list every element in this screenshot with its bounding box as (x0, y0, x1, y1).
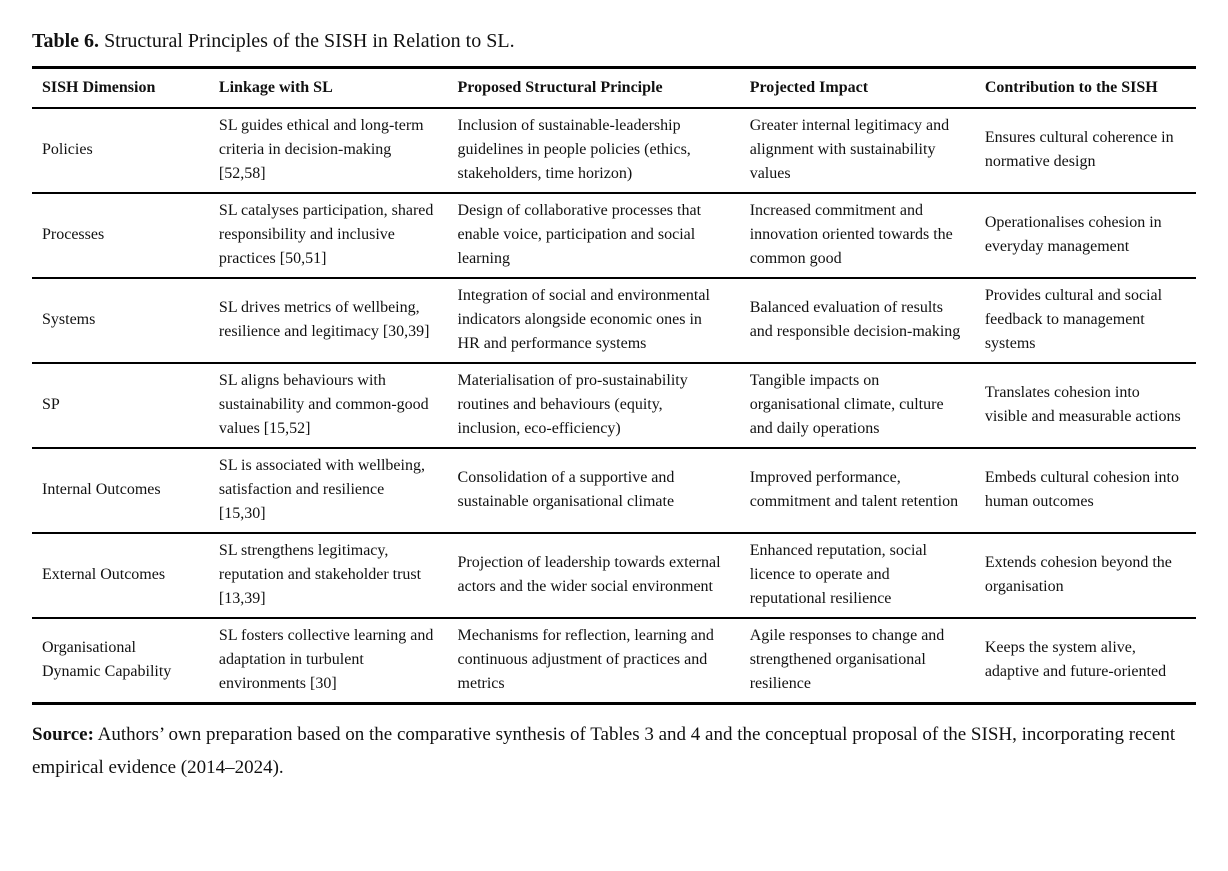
cell-contribution: Ensures cultural coherence in normative … (984, 129, 1174, 170)
cell-dimension: Organisational Dynamic Capability (42, 639, 172, 680)
cell-principle: Design of collaborative processes that e… (457, 202, 702, 267)
cell-contribution: Provides cultural and social feedback to… (984, 287, 1163, 352)
source-note-text: Authors’ own preparation based on the co… (32, 724, 1176, 778)
cell-contribution: Operationalises cohesion in everyday man… (984, 214, 1162, 255)
cell-principle: Consolidation of a supportive and sustai… (457, 469, 675, 510)
column-header-linkage-with-sl: Linkage with SL (208, 67, 448, 109)
table-body: Policies SL guides ethical and long-term … (32, 108, 1196, 704)
table-caption: Table 6. Structural Principles of the SI… (32, 28, 1196, 54)
cell-linkage: SL drives metrics of wellbeing, resilien… (218, 299, 430, 340)
cell-linkage: SL strengthens legitimacy, reputation an… (218, 542, 422, 607)
cell-impact: Greater internal legitimacy and alignmen… (749, 117, 950, 182)
table-row: Processes SL catalyses participation, sha… (32, 193, 1196, 278)
cell-dimension: External Outcomes (42, 566, 166, 583)
column-header-contribution-to-sish: Contribution to the SISH (974, 67, 1196, 109)
cell-impact: Agile responses to change and strengthen… (749, 627, 945, 692)
cell-principle: Projection of leadership towards externa… (457, 554, 721, 595)
cell-contribution: Translates cohesion into visible and mea… (984, 384, 1181, 425)
source-note: Source: Authors’ own preparation based o… (32, 718, 1196, 784)
cell-linkage: SL catalyses participation, shared respo… (218, 202, 434, 267)
structural-principles-table: SISH Dimension Linkage with SL Proposed … (32, 66, 1196, 705)
table-row: SP SL aligns behaviours with sustainabili… (32, 363, 1196, 448)
table-row: Systems SL drives metrics of wellbeing, r… (32, 278, 1196, 363)
cell-principle: Integration of social and environmental … (457, 287, 710, 352)
cell-linkage: SL aligns behaviours with sustainability… (218, 372, 429, 437)
source-note-label: Source: (32, 724, 94, 745)
cell-dimension: Policies (42, 141, 93, 158)
cell-linkage: SL fosters collective learning and adapt… (218, 627, 434, 692)
cell-contribution: Keeps the system alive, adaptive and fut… (984, 639, 1167, 680)
cell-impact: Improved performance, commitment and tal… (749, 469, 959, 510)
table-caption-text: Structural Principles of the SISH in Rel… (99, 30, 515, 52)
cell-principle: Inclusion of sustainable-leadership guid… (457, 117, 691, 182)
table-caption-label: Table 6. (32, 30, 100, 52)
cell-impact: Balanced evaluation of results and respo… (749, 299, 961, 340)
column-header-sish-dimension: SISH Dimension (32, 67, 209, 109)
cell-dimension: Processes (42, 226, 105, 243)
column-header-proposed-structural-principle: Proposed Structural Principle (447, 67, 740, 109)
cell-contribution: Extends cohesion beyond the organisation (984, 554, 1172, 595)
cell-dimension: SP (42, 396, 60, 413)
cell-linkage: SL guides ethical and long-term criteria… (218, 117, 424, 182)
cell-dimension: Systems (42, 311, 96, 328)
cell-principle: Materialisation of pro-sustainability ro… (457, 372, 688, 437)
table-row: Internal Outcomes SL is associated with w… (32, 448, 1196, 533)
table-row: External Outcomes SL strengthens legitima… (32, 533, 1196, 618)
table-row: Policies SL guides ethical and long-term … (32, 108, 1196, 193)
column-header-projected-impact: Projected Impact (739, 67, 975, 109)
cell-principle: Mechanisms for reflection, learning and … (457, 627, 714, 692)
cell-impact: Enhanced reputation, social licence to o… (749, 542, 927, 607)
cell-linkage: SL is associated with wellbeing, satisfa… (218, 457, 425, 522)
table-row: Organisational Dynamic Capability SL fost… (32, 618, 1196, 704)
cell-dimension: Internal Outcomes (42, 481, 161, 498)
cell-contribution: Embeds cultural cohesion into human outc… (984, 469, 1179, 510)
cell-impact: Tangible impacts on organisational clima… (749, 372, 944, 437)
cell-impact: Increased commitment and innovation orie… (749, 202, 953, 267)
table-header-row: SISH Dimension Linkage with SL Proposed … (32, 67, 1196, 109)
